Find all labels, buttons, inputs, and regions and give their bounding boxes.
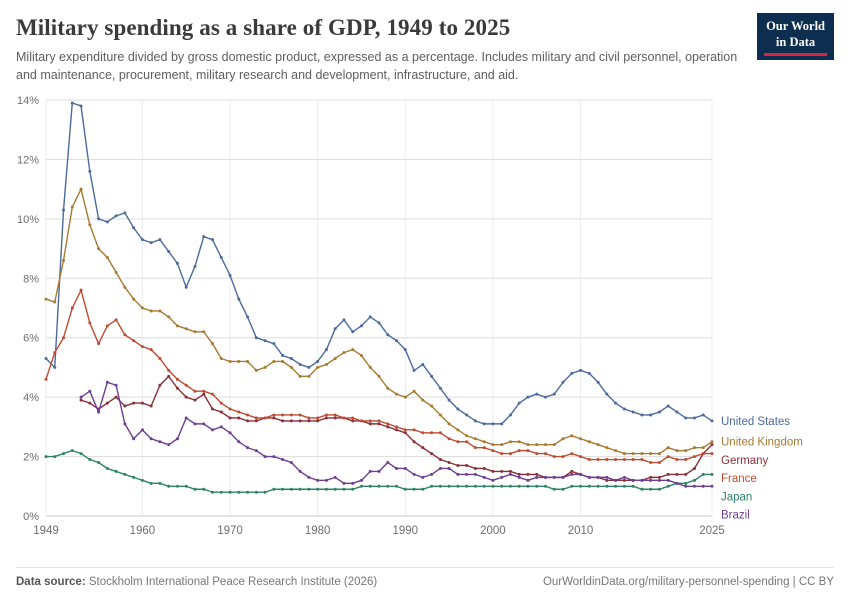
y-tick-label: 12% xyxy=(17,155,39,167)
chart-title: Military spending as a share of GDP, 194… xyxy=(16,15,511,40)
chart-header: Military spending as a share of GDP, 194… xyxy=(16,13,834,84)
y-tick-label: 14% xyxy=(17,95,39,107)
x-tick-label: 1949 xyxy=(33,525,59,537)
x-tick-label: 1990 xyxy=(392,525,418,537)
series-markers-united-kingdom xyxy=(44,187,714,456)
series-markers-brazil xyxy=(79,381,714,489)
owid-logo-line1: Our World xyxy=(766,19,825,33)
y-tick-label: 2% xyxy=(23,452,39,464)
owid-url-link[interactable]: OurWorldinData.org/military-personnel-sp… xyxy=(542,576,834,588)
data-source-label: Data source: xyxy=(16,576,86,588)
legend-label-united-kingdom[interactable]: United Kingdom xyxy=(721,437,803,449)
chart-svg: 0% 2% 4% 6% 8% 10% 12% 14% 1949 1960 1970 1980 1990 2… xyxy=(17,95,803,537)
title-block: Military spending as a share of GDP, 194… xyxy=(16,13,757,84)
x-tick-label: 1960 xyxy=(130,525,156,537)
x-tick-label: 2010 xyxy=(568,525,594,537)
series-markers-japan xyxy=(44,449,714,494)
legend-label-france[interactable]: France xyxy=(721,473,757,485)
data-source-value: Stockholm International Peace Research I… xyxy=(88,576,378,588)
legend-label-germany[interactable]: Germany xyxy=(721,455,769,467)
legend-label-japan[interactable]: Japan xyxy=(721,492,752,504)
x-tick-label: 1980 xyxy=(305,525,331,537)
x-tick-label: 1970 xyxy=(217,525,243,537)
series-line-brazil[interactable] xyxy=(80,381,712,488)
chart-subtitle: Military expenditure divided by gross do… xyxy=(16,50,738,83)
y-tick-label: 10% xyxy=(17,214,39,226)
owid-logo-line2: in Data xyxy=(775,35,816,50)
line-chart: 0% 2% 4% 6% 8% 10% 12% 14% 1949 1960 1970 1980 1990 2… xyxy=(16,86,834,567)
series-markers-united-states xyxy=(44,101,714,426)
y-tick-label: 8% xyxy=(23,274,39,286)
owid-logo[interactable]: Our World in Data xyxy=(757,13,834,60)
legend-label-brazil[interactable]: Brazil xyxy=(721,510,750,522)
legend-label-united-states[interactable]: United States xyxy=(721,416,790,428)
chart-footer: Data source: Stockholm International Pea… xyxy=(16,567,834,600)
data-source-note: Data source: Stockholm International Pea… xyxy=(16,576,377,588)
y-tick-label: 0% xyxy=(23,511,39,523)
y-tick-label: 6% xyxy=(23,333,39,345)
y-tick-label: 4% xyxy=(23,392,39,404)
owid-logo-red-bar xyxy=(764,52,827,56)
x-tick-label: 2000 xyxy=(480,525,506,537)
x-tick-label: 2025 xyxy=(699,525,725,537)
series-markers-france xyxy=(44,288,714,465)
